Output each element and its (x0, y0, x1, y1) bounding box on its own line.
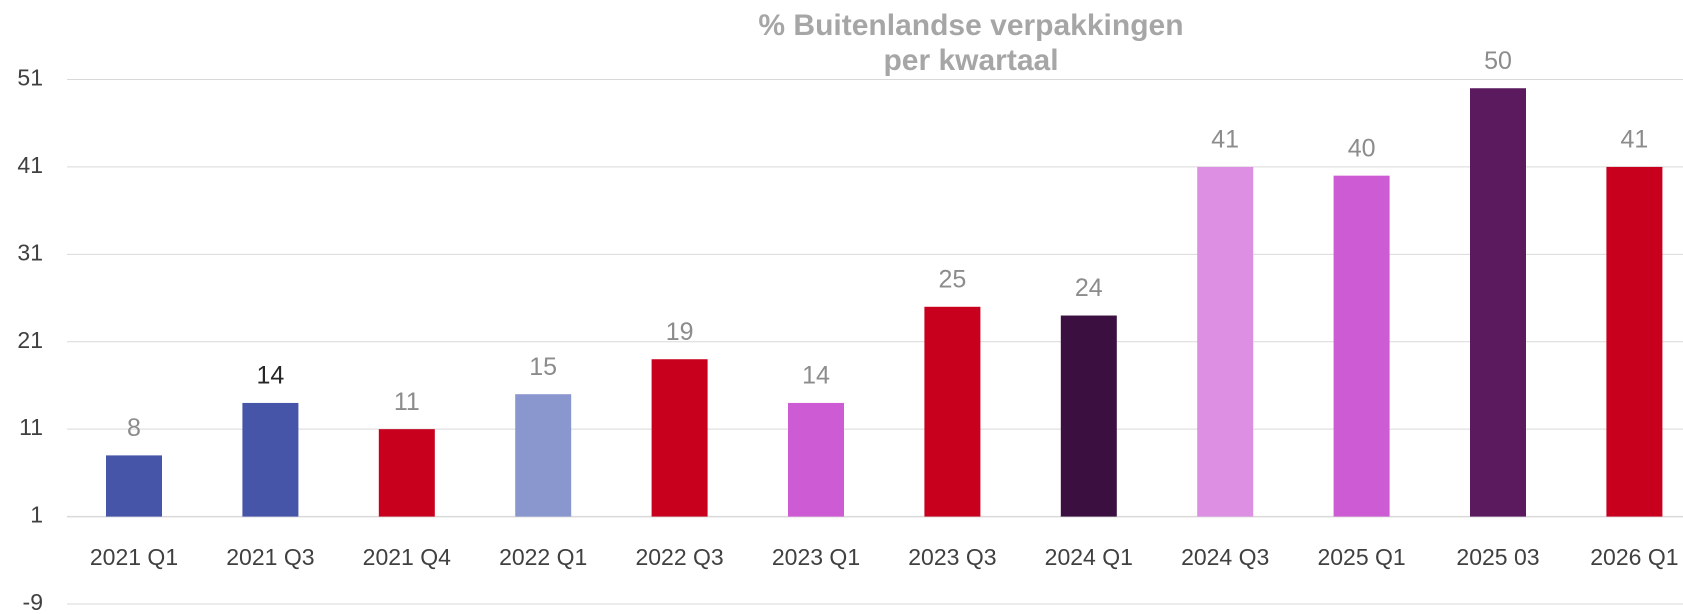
y-tick-label: 51 (17, 65, 43, 91)
x-tick-label: 2021 Q1 (90, 544, 178, 570)
bar (1060, 315, 1117, 517)
x-tick-label: 2021 Q4 (363, 544, 451, 570)
x-tick-label: 2022 Q1 (499, 544, 587, 570)
value-label: 11 (394, 388, 420, 416)
x-tick-label: 2023 Q3 (908, 544, 996, 570)
x-tick-label: 2024 Q1 (1045, 544, 1133, 570)
bar (651, 359, 708, 517)
bar (1333, 175, 1390, 517)
value-label: 41 (1211, 126, 1239, 154)
value-label: 24 (1075, 274, 1103, 302)
value-label: 25 (938, 265, 966, 293)
bar (515, 394, 572, 517)
y-tick-label: 21 (17, 327, 43, 353)
value-label: 41 (1620, 126, 1648, 154)
bar (1470, 88, 1526, 517)
value-label: 50 (1484, 47, 1512, 75)
y-tick-label: 41 (17, 152, 43, 178)
bar (1606, 166, 1663, 517)
x-tick-label: 2022 Q3 (635, 544, 723, 570)
bar (106, 455, 162, 517)
bar (1197, 166, 1254, 517)
y-tick-label: -9 (23, 589, 43, 614)
bar (788, 402, 844, 517)
y-tick-label: 1 (30, 502, 43, 528)
x-tick-label: 2025 Q1 (1317, 544, 1405, 570)
x-tick-label: 2026 Q1 (1590, 544, 1678, 570)
value-label: 40 (1348, 134, 1376, 162)
value-label: 14 (256, 362, 284, 390)
chart-title: % Buitenlandse verpakkingen (758, 9, 1183, 42)
value-label: 15 (529, 353, 557, 381)
bar (378, 429, 435, 517)
bar (924, 306, 981, 517)
chart-title: per kwartaal (883, 44, 1058, 77)
x-tick-label: 2024 Q3 (1181, 544, 1269, 570)
bar (242, 402, 299, 517)
x-tick-label: 2021 Q3 (226, 544, 314, 570)
x-tick-label: 2025 03 (1456, 544, 1539, 570)
y-tick-label: 31 (17, 239, 43, 265)
value-label: 19 (666, 318, 694, 346)
y-tick-label: 11 (19, 414, 43, 440)
x-tick-label: 2023 Q1 (772, 544, 860, 570)
value-label: 8 (127, 414, 141, 442)
value-label: 14 (802, 362, 830, 390)
